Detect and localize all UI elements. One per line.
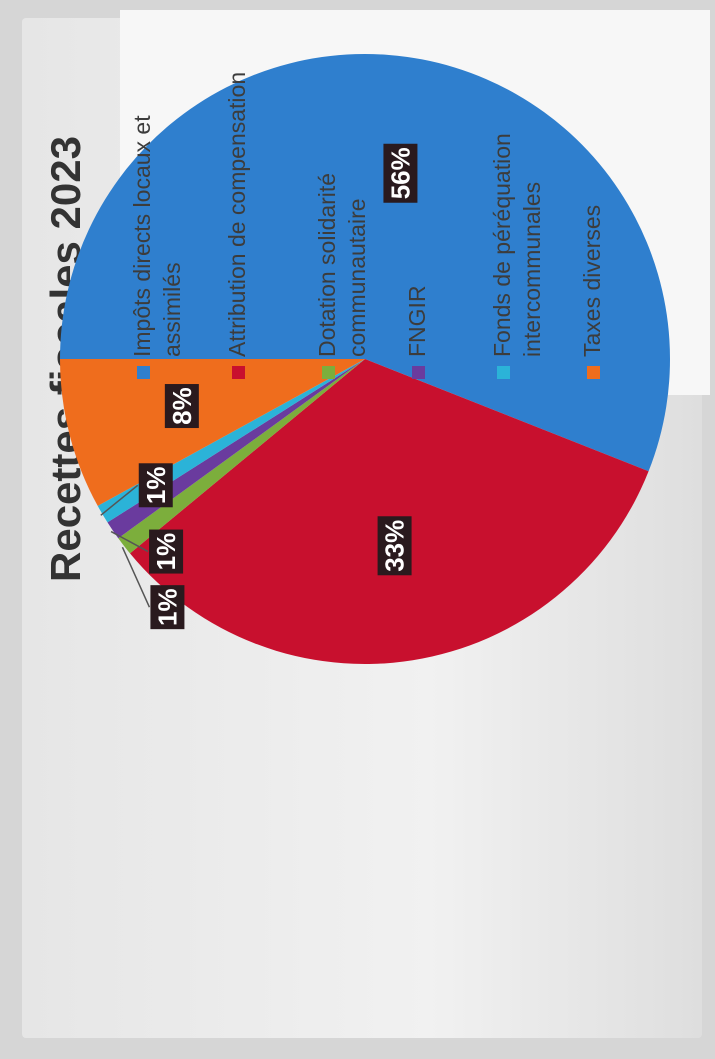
- data-label-text: 1%: [152, 588, 182, 626]
- leader-line-4: [110, 530, 149, 553]
- legend-swatch-5: [497, 366, 510, 379]
- data-label-box: [149, 529, 184, 574]
- legend-label-4: FNGIR: [404, 285, 430, 357]
- legend: Impôts directs locaux et assimilés Attribu…: [129, 72, 605, 379]
- pie-slice-2: [129, 359, 649, 664]
- data-label-3: 1%: [150, 585, 185, 630]
- data-label-1: 56%: [383, 143, 418, 203]
- legend-label-6: Taxes diverses: [579, 205, 605, 357]
- data-label-5: 1%: [138, 463, 173, 508]
- data-label-text: 8%: [167, 387, 197, 425]
- data-label-4: 1%: [149, 529, 184, 574]
- legend-swatch-2: [232, 366, 245, 379]
- legend-label-3: Dotation solidarité communautaire: [314, 173, 370, 357]
- legend-swatch-1: [137, 366, 150, 379]
- legend-swatch-3: [322, 366, 335, 379]
- data-label-2: 33%: [377, 516, 412, 576]
- data-label-text: 56%: [385, 147, 415, 199]
- legend-swatch-6: [587, 366, 600, 379]
- data-label-6: 8%: [164, 384, 199, 429]
- leader-line-3: [121, 546, 151, 608]
- data-label-text: 33%: [380, 520, 410, 572]
- leader-line-5: [100, 484, 139, 516]
- pie-slices: [60, 54, 670, 664]
- rotated-chart-group: Recettes fiscales 2023 56%33%1%1%1%8% Im…: [42, 54, 670, 664]
- pie-slice-3: [118, 359, 365, 554]
- legend-label-2: Attribution de compensation: [224, 72, 250, 357]
- data-label-box: [164, 384, 199, 429]
- data-label-text: 1%: [151, 533, 181, 571]
- data-labels: 56% 33% 1% 1% 1% 8%: [100, 143, 418, 630]
- legend-label-1: Impôts directs locaux et assimilés: [129, 115, 185, 357]
- pie-slice-1: [60, 54, 670, 472]
- data-label-box: [150, 585, 185, 630]
- data-label-box: [138, 463, 173, 508]
- legend-swatch-4: [412, 366, 425, 379]
- legend-label-5: Fonds de péréquation intercommunales: [489, 133, 545, 357]
- data-label-box: [377, 516, 412, 576]
- data-label-box: [383, 143, 418, 203]
- pie-slice-6: [60, 359, 365, 506]
- data-label-text: 1%: [141, 466, 171, 504]
